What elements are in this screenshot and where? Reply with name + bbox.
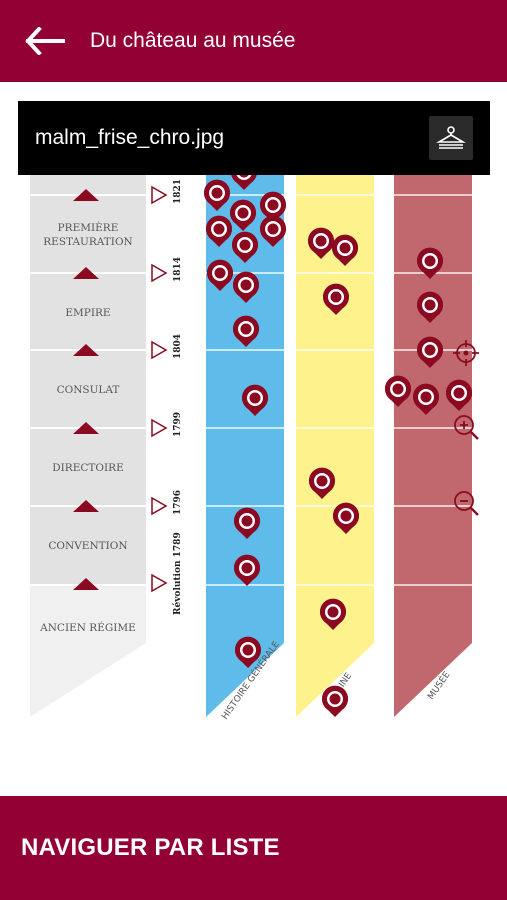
page-title: Du château au musée bbox=[90, 29, 296, 52]
year-1814: 1814 bbox=[173, 257, 183, 282]
period-label-directoire: DIRECTOIRE bbox=[52, 462, 124, 474]
band-histoire-generale bbox=[206, 175, 284, 717]
image-filename: malm_frise_chro.jpg bbox=[35, 126, 225, 149]
year-1804: 1804 bbox=[173, 334, 183, 359]
bottom-action-bar: NAVIGUER PAR LISTE bbox=[0, 796, 507, 900]
period-label-ancien-regime: ANCIEN RÉGIME bbox=[39, 620, 136, 634]
timeline-image[interactable]: PREMIÈRE RESTAURATION EMPIRE CONSULAT DI… bbox=[0, 175, 507, 735]
hanger-icon bbox=[436, 126, 466, 149]
period-column bbox=[30, 175, 146, 717]
back-button[interactable] bbox=[0, 0, 90, 82]
year-markers bbox=[151, 185, 168, 593]
arrow-left-icon bbox=[25, 27, 65, 55]
period-label-first-restoration: PREMIÈRE bbox=[58, 220, 119, 234]
browse-by-list-button[interactable]: NAVIGUER PAR LISTE bbox=[21, 834, 280, 861]
image-action-button[interactable] bbox=[429, 116, 473, 160]
period-label-empire: EMPIRE bbox=[65, 307, 110, 319]
period-label-convention: CONVENTION bbox=[48, 540, 127, 552]
recenter-icon[interactable] bbox=[451, 338, 481, 368]
band-musee bbox=[394, 175, 472, 717]
year-1821: 1821 bbox=[173, 179, 183, 204]
year-1796: 1796 bbox=[173, 490, 183, 515]
app-bar: Du château au musée bbox=[0, 0, 507, 82]
year-1799: 1799 bbox=[173, 412, 183, 437]
band-domaine bbox=[296, 175, 374, 717]
image-title-bar: malm_frise_chro.jpg bbox=[18, 101, 490, 175]
year-revolution-1789: Révolution 1789 bbox=[172, 532, 183, 615]
zoom-out-icon[interactable] bbox=[451, 488, 481, 518]
period-label-first-restoration-2: RESTAURATION bbox=[43, 236, 133, 248]
period-label-consulat: CONSULAT bbox=[57, 384, 120, 396]
zoom-in-icon[interactable] bbox=[451, 412, 481, 442]
